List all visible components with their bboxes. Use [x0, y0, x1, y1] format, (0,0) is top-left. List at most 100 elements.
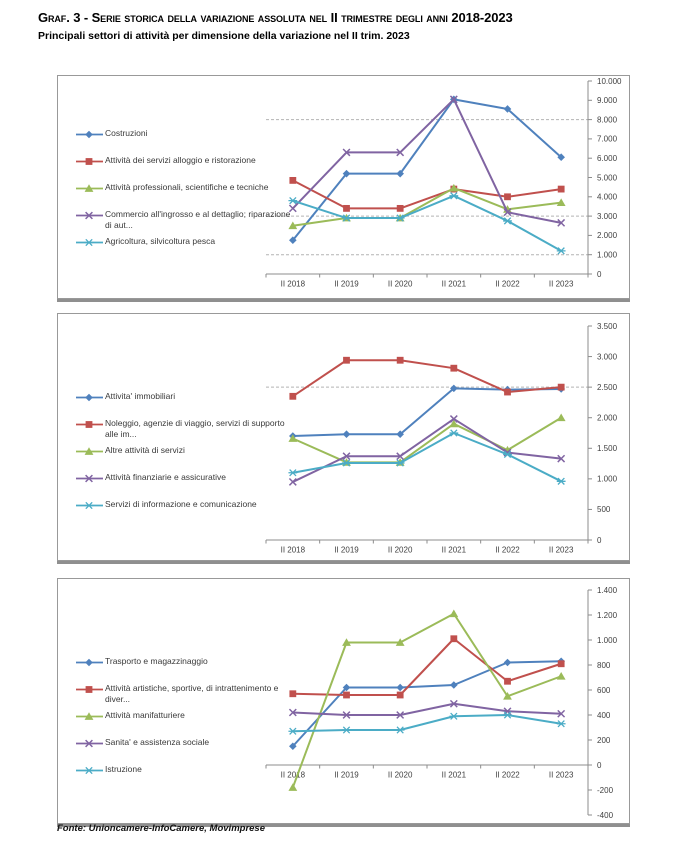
series-line — [292, 714, 562, 733]
x-axis-tick-label: II 2019 — [334, 280, 359, 289]
legend-item: Noleggio, agenzie di viaggio, servizi di… — [76, 418, 296, 440]
triangle-marker-icon — [84, 447, 94, 455]
square-marker-icon — [557, 660, 565, 668]
triangle-marker-icon — [288, 434, 298, 442]
chart-legend: Costruzioni Attività dei servizi alloggio… — [76, 128, 296, 288]
diamond-marker-icon — [450, 681, 458, 689]
legend-label: Servizi di informazione e comunicazione — [105, 499, 257, 509]
diamond-marker-icon — [289, 236, 297, 245]
legend-label: Sanita' e assistenza sociale — [105, 737, 210, 747]
series-line — [292, 187, 562, 227]
star-marker-icon — [84, 501, 94, 510]
y-axis-tick-label: 400 — [597, 711, 611, 720]
x-axis-tick-label: II 2018 — [281, 546, 306, 555]
square-marker-icon — [557, 185, 565, 193]
legend-item: Attività finanziarie e assicurative — [76, 472, 226, 484]
star-marker-icon — [288, 197, 298, 205]
star-marker-icon — [288, 727, 298, 735]
legend-label: Attività artistiche, sportive, di intrat… — [105, 683, 279, 705]
y-axis-tick-label: 800 — [597, 661, 611, 670]
x-marker-icon — [85, 739, 93, 748]
square-marker-icon — [504, 388, 511, 396]
x-axis-tick-label: II 2021 — [442, 280, 467, 289]
star-marker-icon — [84, 766, 94, 775]
square-marker-icon — [450, 364, 458, 372]
triangle-marker-icon — [288, 221, 298, 230]
square-marker-icon — [85, 421, 93, 428]
x-marker-icon — [85, 474, 93, 483]
legend-swatch — [76, 501, 103, 510]
x-axis-tick-label: II 2020 — [388, 280, 413, 289]
legend-swatch — [76, 158, 103, 165]
series-line — [292, 637, 562, 696]
legend-swatch — [76, 686, 103, 693]
star-marker-icon — [449, 712, 459, 720]
chart-legend: Attivita' immobiliari Noleggio, agenzie d… — [76, 391, 296, 550]
y-axis-tick-label: 1.000 — [597, 251, 618, 260]
x-marker-icon — [342, 711, 351, 719]
y-axis-tick-label: 4.000 — [597, 193, 618, 202]
x-axis-tick-label: II 2023 — [549, 546, 574, 555]
square-marker-icon — [396, 204, 404, 212]
series-line — [292, 387, 562, 438]
triangle-marker-icon — [556, 672, 566, 680]
legend-label: Attività professionali, scientifiche e t… — [105, 182, 269, 192]
y-axis-tick-label: 7.000 — [597, 135, 618, 144]
triangle-marker-icon — [395, 638, 405, 646]
chart-box-1: Costruzioni Attività dei servizi alloggio… — [57, 75, 630, 299]
y-axis-tick-label: 3.000 — [597, 352, 618, 361]
legend-item: Istruzione — [76, 764, 142, 776]
x-axis-tick-label: II 2019 — [334, 546, 359, 555]
legend-swatch — [76, 447, 103, 455]
series-line — [292, 416, 562, 464]
series-line — [292, 359, 562, 398]
square-marker-icon — [396, 356, 404, 364]
legend-label: Trasporto e magazzinaggio — [105, 656, 208, 666]
triangle-marker-icon — [449, 419, 459, 428]
y-axis-tick-label: 5.000 — [597, 173, 618, 182]
diamond-marker-icon — [85, 393, 93, 402]
triangle-marker-icon — [503, 692, 512, 700]
square-marker-icon — [450, 635, 458, 643]
square-marker-icon — [289, 392, 297, 400]
legend-label: Agricoltura, silvicoltura pesca — [105, 236, 216, 246]
x-marker-icon — [557, 709, 566, 718]
star-marker-icon — [288, 469, 298, 477]
legend-item: Servizi di informazione e comunicazione — [76, 499, 257, 511]
legend-item: Commercio all'ingrosso e al dettaglio; r… — [76, 209, 296, 231]
x-axis-tick-label: II 2020 — [388, 771, 413, 780]
x-marker-icon — [85, 211, 93, 220]
x-axis-tick-label: II 2019 — [334, 771, 359, 780]
x-marker-icon — [396, 148, 405, 157]
square-marker-icon — [504, 193, 511, 201]
triangle-marker-icon — [556, 198, 566, 206]
legend-item: Attività professionali, scientifiche e t… — [76, 182, 268, 194]
triangle-marker-icon — [556, 413, 566, 422]
y-axis-tick-label: 8.000 — [597, 115, 618, 124]
y-axis-tick-label: 500 — [597, 505, 611, 514]
square-marker-icon — [289, 690, 297, 698]
series-line — [292, 702, 562, 716]
y-axis-tick-label: 1.000 — [597, 636, 618, 645]
star-marker-icon — [556, 477, 566, 485]
series-line — [292, 98, 562, 224]
square-marker-icon — [289, 176, 297, 184]
legend-item: Attività dei servizi alloggio e ristoraz… — [76, 155, 256, 167]
x-axis-tick-label: II 2023 — [549, 771, 574, 780]
page-subtitle: Principali settori di attività per dimen… — [38, 30, 410, 42]
legend-item: Trasporto e magazzinaggio — [76, 656, 208, 668]
legend-label: Istruzione — [105, 764, 142, 774]
y-axis-tick-label: 2.000 — [597, 231, 618, 240]
x-axis-tick-label: II 2021 — [442, 546, 467, 555]
star-marker-icon — [395, 459, 405, 467]
star-marker-icon — [342, 726, 351, 734]
x-marker-icon — [557, 218, 566, 227]
square-marker-icon — [343, 356, 350, 364]
y-axis-tick-label: 1.000 — [597, 475, 618, 484]
y-axis-tick-label: -400 — [597, 811, 614, 820]
legend-label: Costruzioni — [105, 128, 148, 138]
chart-box-2: Attivita' immobiliari Noleggio, agenzie d… — [57, 313, 630, 561]
star-marker-icon — [449, 429, 459, 437]
x-axis-tick-label: II 2022 — [495, 280, 520, 289]
star-marker-icon — [395, 214, 405, 222]
